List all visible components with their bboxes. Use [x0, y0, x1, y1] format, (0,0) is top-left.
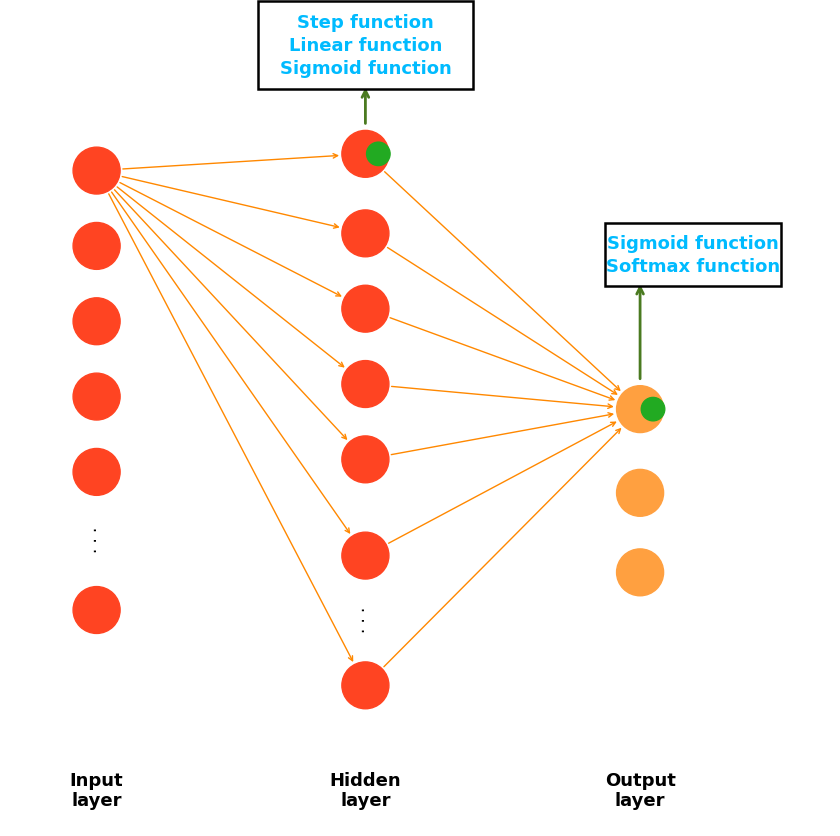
Circle shape — [342, 436, 389, 483]
Circle shape — [342, 131, 389, 178]
Text: Sigmoid function
Softmax function: Sigmoid function Softmax function — [606, 235, 780, 275]
Text: · · ·: · · · — [356, 605, 375, 632]
Circle shape — [342, 211, 389, 257]
Text: Output
layer: Output layer — [605, 771, 675, 809]
Circle shape — [73, 223, 120, 270]
Text: · · ·: · · · — [87, 526, 106, 553]
Circle shape — [73, 374, 120, 421]
Text: Hidden
layer: Hidden layer — [329, 771, 402, 809]
Circle shape — [342, 533, 389, 579]
Circle shape — [342, 361, 389, 408]
Circle shape — [73, 449, 120, 496]
Text: Step function
Linear function
Sigmoid function: Step function Linear function Sigmoid fu… — [280, 14, 451, 78]
FancyBboxPatch shape — [259, 3, 472, 90]
Circle shape — [617, 470, 664, 517]
Circle shape — [617, 386, 664, 433]
FancyBboxPatch shape — [605, 224, 781, 286]
Circle shape — [366, 143, 390, 166]
Circle shape — [342, 662, 389, 709]
Circle shape — [73, 587, 120, 634]
Circle shape — [73, 148, 120, 195]
Text: Input
layer: Input layer — [70, 771, 123, 809]
Circle shape — [342, 286, 389, 333]
Circle shape — [617, 549, 664, 596]
Circle shape — [73, 298, 120, 345]
Circle shape — [641, 398, 664, 421]
